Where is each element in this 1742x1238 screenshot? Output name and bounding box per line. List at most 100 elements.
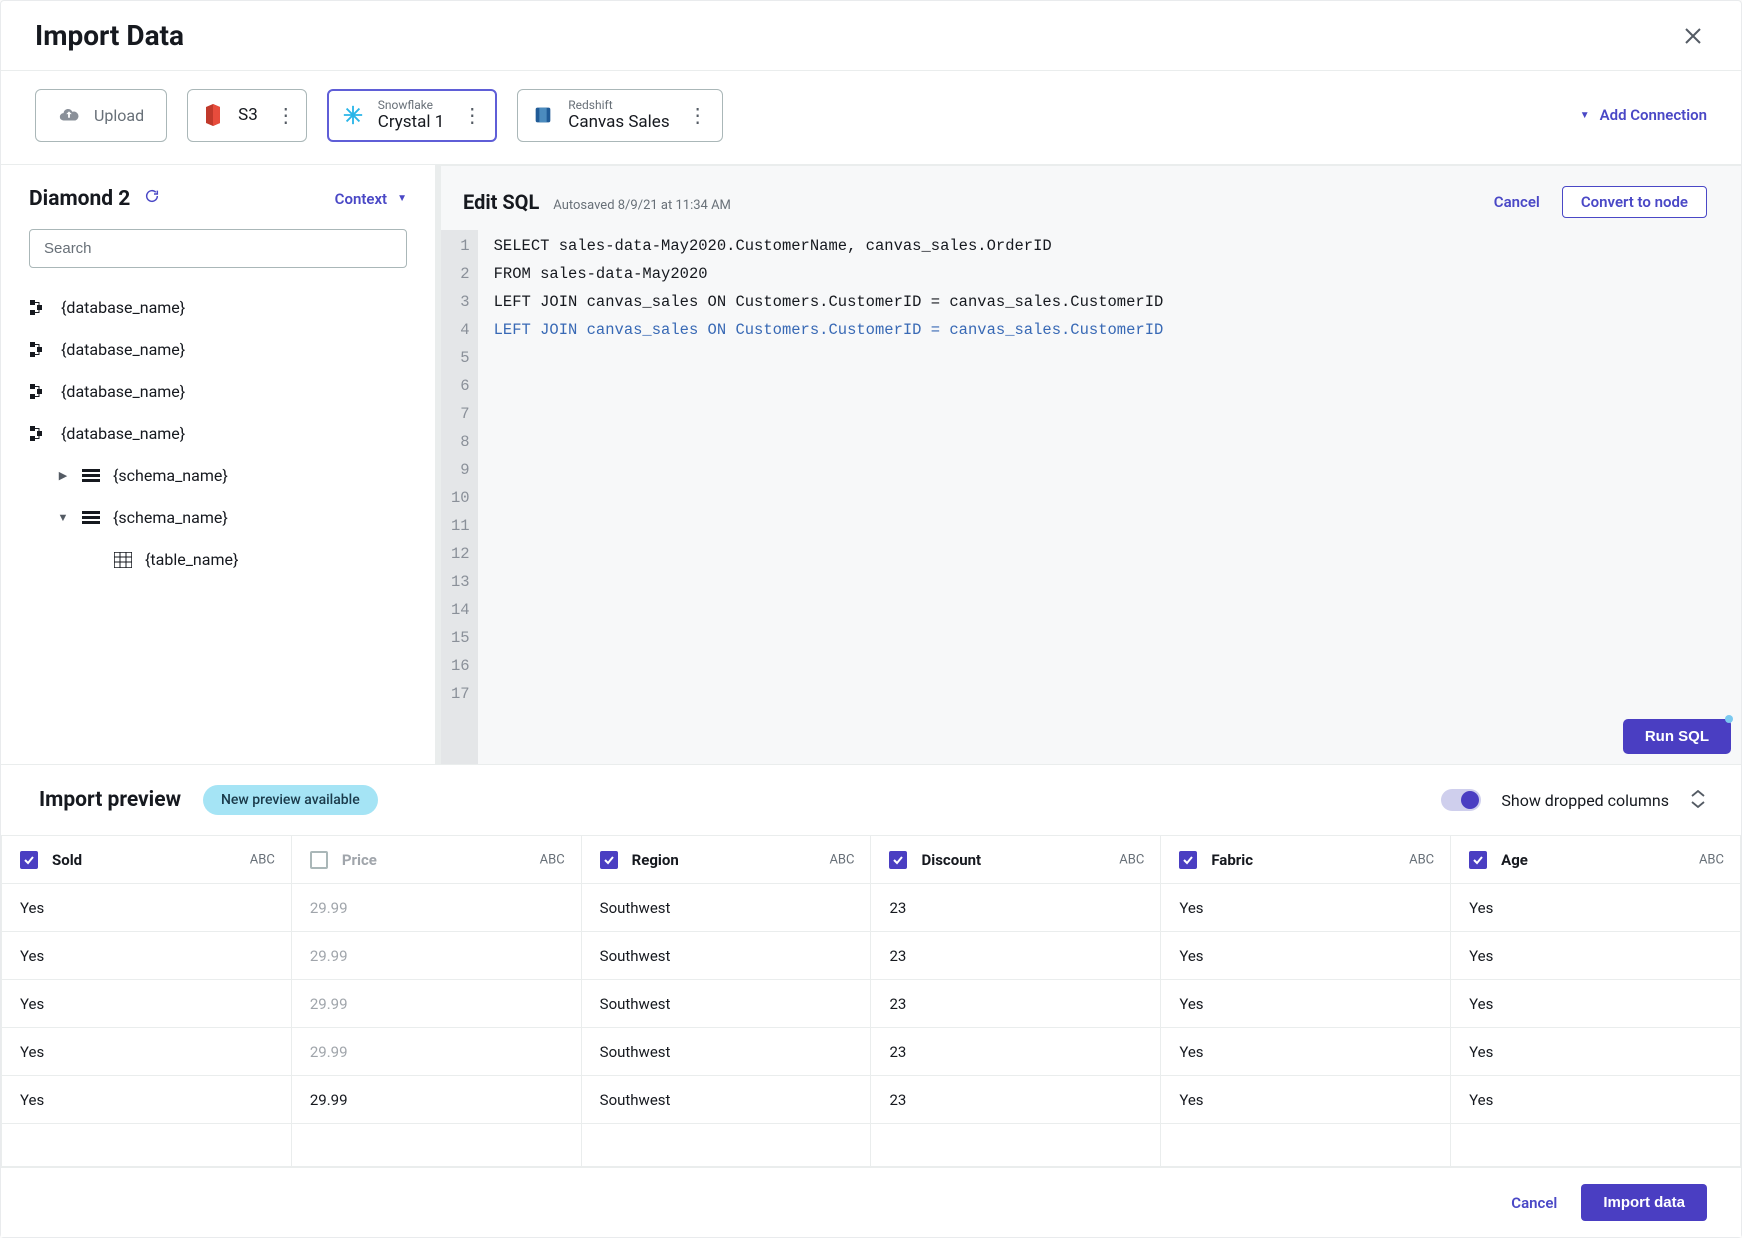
convert-to-node-button[interactable]: Convert to node (1562, 186, 1707, 218)
tree-table[interactable]: {table_name} (29, 540, 407, 580)
preview-table: SoldABC Price ABC RegionABCDiscountABCFabri… (1, 835, 1741, 1167)
collapse-button[interactable] (1689, 790, 1707, 810)
preview-title: Import preview (39, 788, 181, 812)
source-label: Canvas Sales (568, 112, 669, 132)
modal-header: Import Data (1, 1, 1741, 71)
run-sql-button[interactable]: Run SQL (1623, 719, 1731, 754)
table-cell: 29.99 (291, 1028, 581, 1076)
redshift-icon (532, 104, 554, 126)
table-cell: Yes (1451, 932, 1741, 980)
column-checkbox[interactable] (889, 851, 907, 869)
table-cell: Yes (2, 980, 292, 1028)
search-input[interactable] (29, 229, 407, 268)
table-row (2, 1124, 1741, 1167)
refresh-button[interactable] (144, 188, 160, 209)
database-icon (29, 382, 49, 402)
cancel-sql-button[interactable]: Cancel (1494, 193, 1540, 211)
editor-header: Edit SQL Autosaved 8/9/21 at 11:34 AM Ca… (441, 166, 1741, 230)
autosaved-text: Autosaved 8/9/21 at 11:34 AM (553, 198, 731, 213)
table-cell: 23 (871, 884, 1161, 932)
add-connection-button[interactable]: ▼ Add Connection (1580, 106, 1707, 124)
column-name: Price (342, 851, 377, 869)
column-type: ABC (250, 852, 275, 867)
sidebar-header: Diamond 2 Context ▼ (29, 187, 407, 211)
source-menu-button[interactable]: ⋮ (276, 105, 296, 125)
tree-database[interactable]: {database_name} (29, 414, 407, 454)
source-redshift[interactable]: Redshift Canvas Sales ⋮ (517, 89, 722, 142)
table-cell: Southwest (581, 932, 871, 980)
column-header[interactable]: DiscountABC (871, 836, 1161, 884)
column-header[interactable]: FabricABC (1161, 836, 1451, 884)
source-menu-button[interactable]: ⋮ (462, 105, 482, 125)
show-dropped-toggle[interactable] (1441, 789, 1481, 811)
sql-code-editor[interactable]: 1234567891011121314151617 SELECT sales-d… (441, 230, 1741, 764)
column-type: ABC (1119, 852, 1144, 867)
source-upload[interactable]: Upload (35, 89, 167, 142)
toggle-label: Show dropped columns (1501, 791, 1669, 810)
table-cell: 29.99 (291, 1076, 581, 1124)
tree-database[interactable]: {database_name} (29, 372, 407, 412)
table-cell: Yes (2, 932, 292, 980)
source-s3[interactable]: S3 ⋮ (187, 89, 307, 142)
tree-schema[interactable]: ▼ {schema_name} (29, 498, 407, 538)
source-label: S3 (238, 105, 258, 125)
preview-header: Import preview New preview available Sho… (1, 764, 1741, 835)
context-button[interactable]: Context ▼ (335, 190, 407, 208)
table-row: Yes29.99Southwest23YesYes (2, 1076, 1741, 1124)
table-cell: Yes (2, 884, 292, 932)
close-button[interactable] (1679, 22, 1707, 50)
table-row: Yes29.99Southwest23YesYes (2, 980, 1741, 1028)
table-cell: Yes (1451, 884, 1741, 932)
table-cell: Southwest (581, 884, 871, 932)
tree-database[interactable]: {database_name} (29, 288, 407, 328)
source-menu-button[interactable]: ⋮ (688, 105, 708, 125)
table-cell: 29.99 (291, 932, 581, 980)
column-header[interactable]: AgeABC (1451, 836, 1741, 884)
editor-title: Edit SQL (463, 190, 539, 214)
source-type: Snowflake (378, 98, 445, 112)
cancel-button[interactable]: Cancel (1511, 1194, 1557, 1212)
source-snowflake[interactable]: Snowflake Crystal 1 ⋮ (327, 89, 498, 142)
column-checkbox[interactable] (600, 851, 618, 869)
upload-icon (58, 104, 80, 126)
table-row: Yes29.99Southwest23YesYes (2, 884, 1741, 932)
column-header[interactable]: SoldABC (2, 836, 292, 884)
column-type: ABC (1699, 852, 1724, 867)
table-header-row: SoldABC Price ABC RegionABCDiscountABCFabri… (2, 836, 1741, 884)
chevron-down-icon: ▼ (57, 511, 69, 524)
table-cell: 23 (871, 932, 1161, 980)
chevron-right-icon: ▶ (57, 469, 69, 482)
chevron-collapse-icon (1689, 790, 1707, 808)
table-row: Yes29.99Southwest23YesYes (2, 1028, 1741, 1076)
import-data-button[interactable]: Import data (1581, 1184, 1707, 1221)
schema-icon (81, 508, 101, 528)
sidebar: Diamond 2 Context ▼ {database_name} (1, 165, 441, 764)
column-checkbox[interactable] (1179, 851, 1197, 869)
table-cell: Southwest (581, 980, 871, 1028)
s3-icon (202, 104, 224, 126)
page-title: Import Data (35, 19, 184, 52)
source-tabs: Upload S3 ⋮ Snowflake Crystal 1 ⋮ (35, 89, 723, 142)
column-checkbox[interactable] (1469, 851, 1487, 869)
table-cell: Yes (1451, 980, 1741, 1028)
table-body: Yes29.99Southwest23YesYesYes29.99Southwe… (2, 884, 1741, 1167)
code-lines: SELECT sales-data-May2020.CustomerName, … (478, 230, 1741, 764)
close-icon (1684, 27, 1702, 45)
refresh-icon (144, 188, 160, 204)
table-cell: 29.99 (291, 884, 581, 932)
tree-database[interactable]: {database_name} (29, 330, 407, 370)
column-header[interactable]: Price ABC (291, 836, 581, 884)
source-label: Upload (94, 106, 144, 125)
table-cell: Yes (1451, 1076, 1741, 1124)
table-cell: 23 (871, 1076, 1161, 1124)
tree-schema[interactable]: ▶ {schema_name} (29, 456, 407, 496)
column-header[interactable]: RegionABC (581, 836, 871, 884)
connection-name: Diamond 2 (29, 187, 130, 211)
main-area: Diamond 2 Context ▼ {database_name} (1, 165, 1741, 764)
column-type: ABC (540, 852, 565, 867)
table-cell: Yes (2, 1028, 292, 1076)
table-icon (113, 550, 133, 570)
column-checkbox[interactable] (310, 851, 328, 869)
new-preview-pill[interactable]: New preview available (203, 785, 378, 815)
column-checkbox[interactable] (20, 851, 38, 869)
